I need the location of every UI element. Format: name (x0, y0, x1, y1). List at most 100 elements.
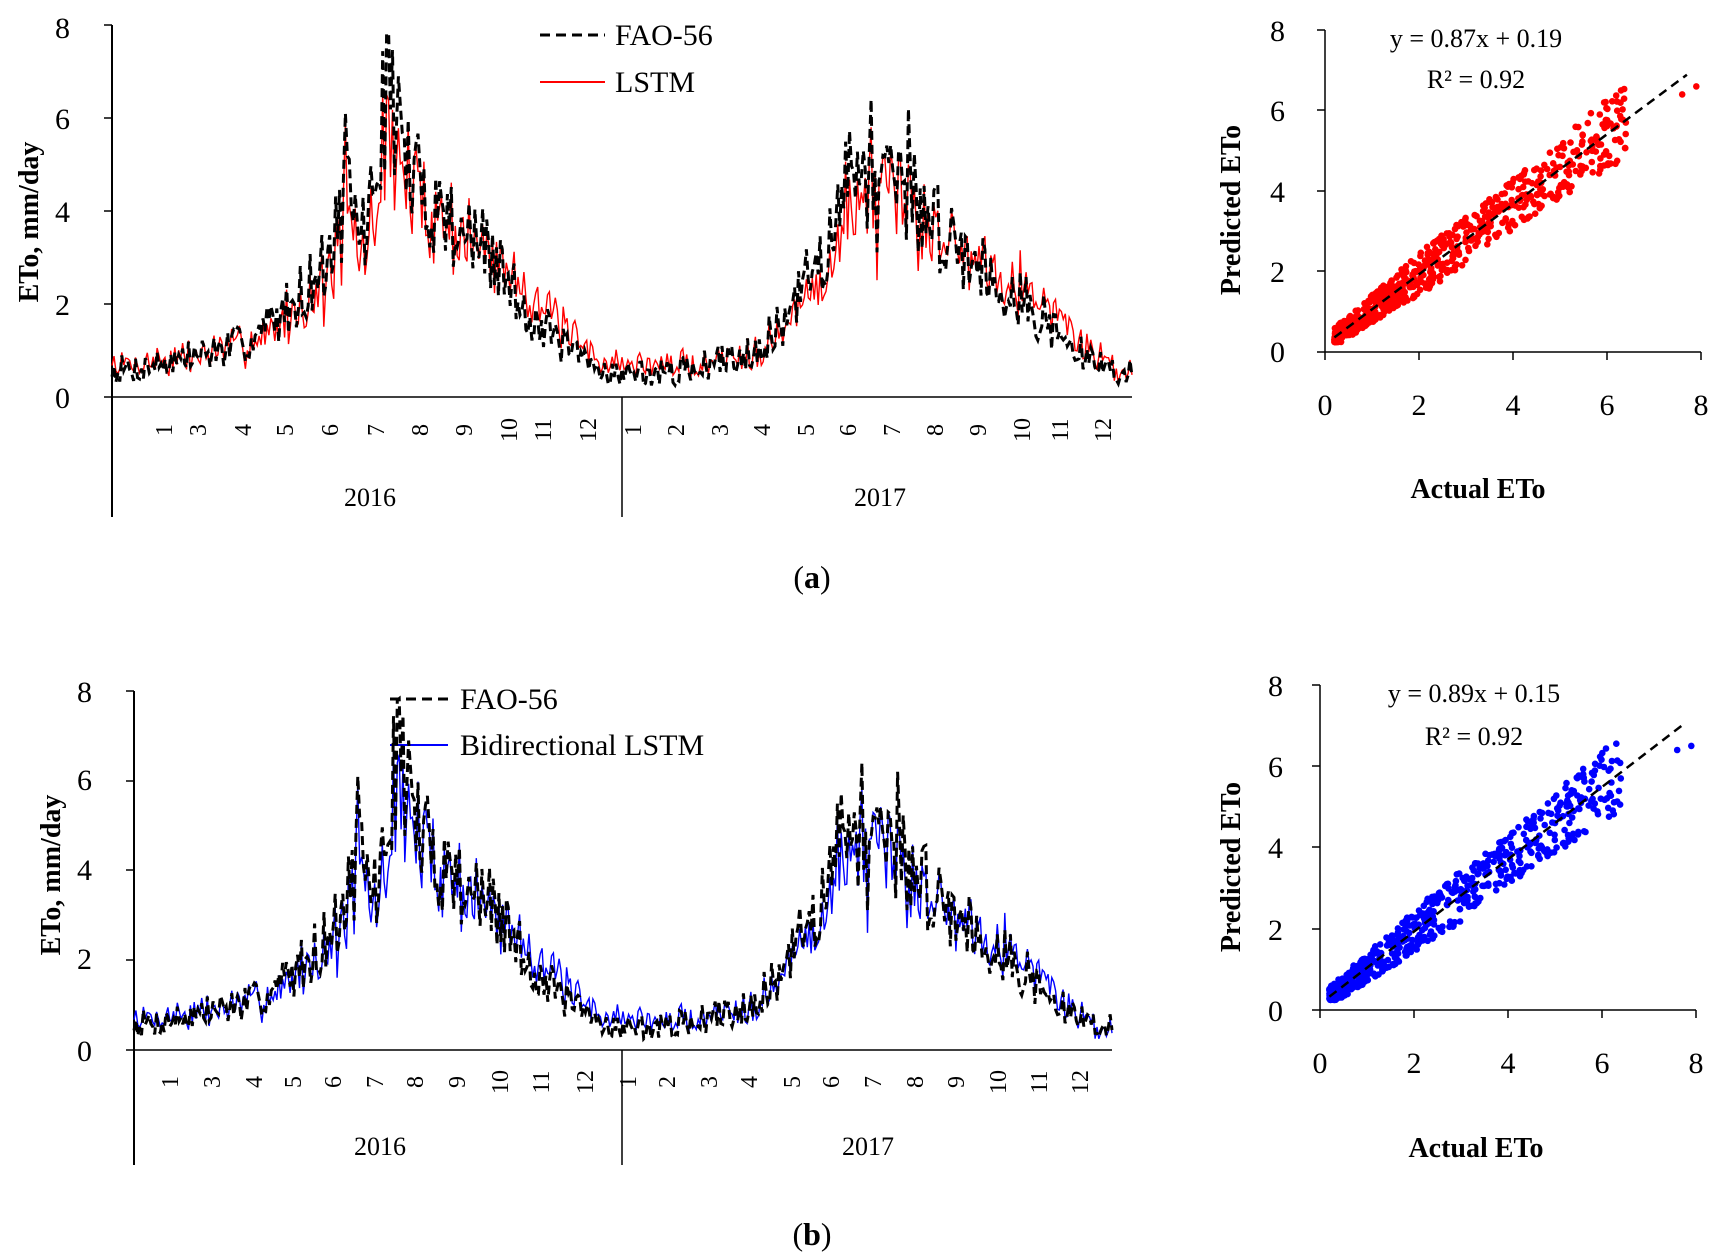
month-label: 9 (944, 1076, 970, 1088)
scatter-point (1340, 329, 1348, 336)
scatter-point (1455, 870, 1463, 877)
scatter-point (1572, 167, 1580, 175)
scatter-point (1575, 805, 1582, 812)
scatter-point (1430, 239, 1437, 247)
scatter-point (1515, 857, 1523, 865)
scatter-point (1591, 767, 1599, 774)
scatter-point (1562, 784, 1569, 792)
panel-a-trendline (1333, 73, 1688, 339)
panel-b-timeseries: ETo, mm/day 0 2 4 6 8 1 3 4 5 6 7 8 9 10… (36, 676, 1114, 1165)
panel-a-ts-ytick-4: 4 (55, 196, 70, 229)
scatter-point (1434, 262, 1442, 269)
scatter-point (1495, 208, 1502, 215)
scatter-point (1615, 787, 1623, 795)
panel-a-year-2016: 2016 (344, 483, 396, 512)
scatter-point (1566, 188, 1573, 196)
scatter-point (1553, 844, 1560, 851)
scatter-point (1566, 819, 1573, 827)
scatter-point (1385, 291, 1392, 298)
month-label: 4 (242, 1076, 268, 1088)
panel-a-scatter-ylabel: Predicted ETo (1216, 125, 1247, 295)
scatter-point (1475, 870, 1482, 877)
scatter-point (1456, 905, 1464, 913)
panel-b-year-2016: 2016 (354, 1132, 406, 1161)
scatter-point (1516, 175, 1524, 183)
scatter-point (1421, 924, 1429, 932)
scatter-point (1400, 299, 1407, 306)
scatter-point (1571, 836, 1578, 844)
scatter-point (1427, 268, 1434, 276)
month-label: 4 (750, 424, 776, 436)
scatter-point (1601, 124, 1608, 132)
panel-a-months-2017: 1 2 3 4 5 6 7 8 9 10 11 12 (621, 418, 1117, 442)
scatter-point (1462, 896, 1469, 904)
scatter-point (1364, 970, 1372, 978)
scatter-point (1688, 742, 1695, 750)
scatter-point (1597, 795, 1605, 802)
scatter-point (1535, 851, 1542, 859)
scatter-point (1345, 969, 1353, 977)
month-label: 4 (231, 424, 257, 436)
panel-a-caption-text: (a) (793, 559, 830, 595)
scatter-point (1527, 848, 1534, 855)
scatter-point (1530, 819, 1537, 827)
scatter-point (1550, 795, 1558, 803)
scatter-point (1588, 158, 1596, 166)
scatter-point (1411, 920, 1419, 928)
scatter-point (1417, 252, 1424, 260)
scatter-point (1616, 112, 1624, 120)
panel-a-scatter-xlabel: Actual ETo (1410, 474, 1545, 505)
month-label: 9 (966, 424, 992, 436)
legend-label-model: Bidirectional LSTM (460, 729, 704, 762)
scatter-point (1550, 193, 1557, 201)
legend-label-fao56: FAO-56 (460, 683, 558, 716)
scatter-point (1588, 778, 1595, 785)
legend-label-fao56: FAO-56 (615, 19, 713, 52)
scatter-point (1407, 948, 1415, 956)
scatter-point (1470, 888, 1477, 895)
scatter-point (1403, 943, 1411, 951)
scatter-point (1376, 941, 1384, 948)
month-label: 11 (529, 1070, 555, 1093)
scatter-point (1429, 935, 1436, 942)
panel-b-series-bidirectional-lstm (133, 747, 1113, 1040)
month-label: 3 (200, 1076, 226, 1088)
panel-a-scatter: Predicted ETo Actual ETo 0 2 4 6 8 0 2 4… (1216, 15, 1709, 505)
panel-a-scatter-ytick: 0 (1270, 336, 1285, 369)
scatter-point (1556, 184, 1563, 192)
panel-a-scatter-xtick: 8 (1694, 389, 1709, 422)
scatter-point (1497, 872, 1505, 879)
scatter-point (1507, 833, 1514, 841)
month-label: 7 (364, 424, 390, 436)
month-label: 8 (403, 1076, 429, 1088)
scatter-point (1590, 805, 1597, 812)
scatter-point (1364, 311, 1371, 319)
month-label: 3 (697, 1076, 723, 1088)
scatter-point (1438, 242, 1446, 249)
panel-b-scatter-xtick: 4 (1501, 1047, 1516, 1080)
panel-a-ts-ytick-2: 2 (55, 289, 70, 322)
scatter-point (1605, 152, 1613, 160)
panel-b-scatter-xtick: 2 (1407, 1047, 1422, 1080)
scatter-point (1362, 322, 1369, 330)
scatter-point (1613, 107, 1621, 114)
scatter-point (1384, 956, 1392, 964)
month-label: 6 (321, 1076, 347, 1088)
scatter-point (1471, 893, 1479, 901)
scatter-point (1563, 181, 1571, 188)
scatter-point (1568, 790, 1575, 797)
month-label: 12 (573, 1070, 599, 1094)
panel-a-scatter-ytick: 6 (1270, 95, 1285, 128)
scatter-point (1579, 765, 1587, 773)
scatter-point (1606, 789, 1613, 797)
scatter-point (1448, 888, 1456, 896)
scatter-point (1457, 887, 1465, 895)
scatter-point (1432, 894, 1439, 901)
scatter-point (1396, 944, 1403, 951)
scatter-point (1602, 116, 1610, 124)
panel-a-ts-yticks-marks (104, 24, 112, 398)
scatter-point (1474, 238, 1481, 246)
scatter-point (1526, 213, 1533, 220)
panel-a-caption: (a) (793, 559, 830, 595)
scatter-point (1597, 155, 1604, 162)
